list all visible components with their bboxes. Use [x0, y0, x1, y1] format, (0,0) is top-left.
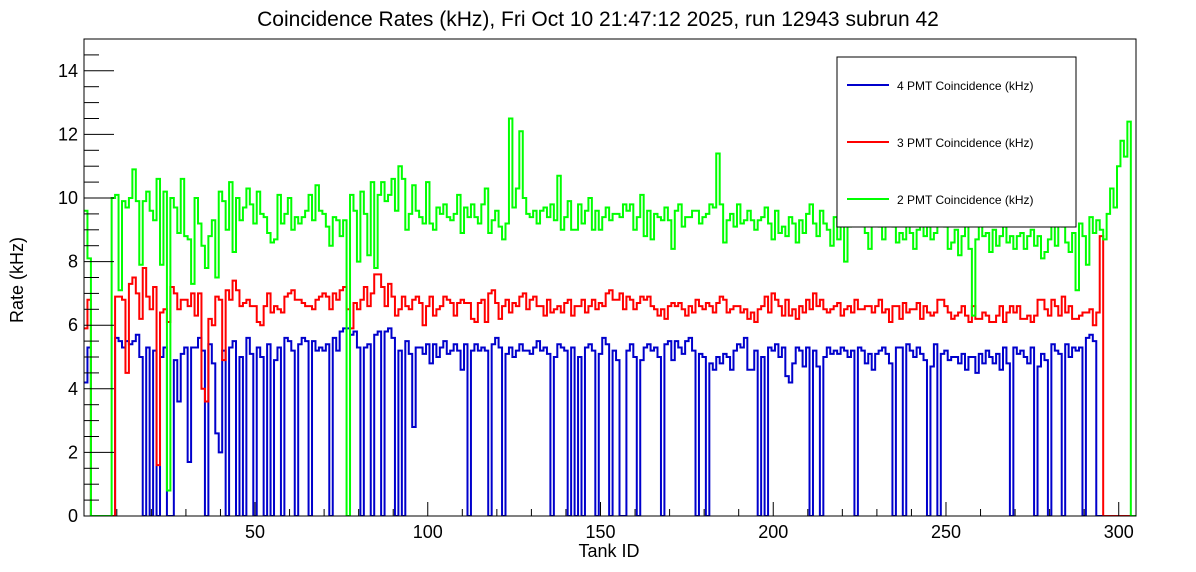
- y-tick-label: 2: [68, 442, 78, 462]
- series-line-2pmt: [84, 117, 1136, 516]
- x-tick-label: 300: [1104, 522, 1134, 542]
- x-axis: 50 100 150 200 250 300: [116, 502, 1134, 542]
- series-layer: [84, 117, 1136, 516]
- x-tick-label: 100: [413, 522, 443, 542]
- y-axis: 0 2 4 6 8 10 12 14: [58, 38, 114, 526]
- x-axis-label: Tank ID: [578, 541, 639, 561]
- y-tick-label: 6: [68, 315, 78, 335]
- y-tick-label: 14: [58, 61, 78, 81]
- series-line-4pmt: [84, 327, 1136, 516]
- y-tick-label: 8: [68, 252, 78, 272]
- y-tick-label: 0: [68, 506, 78, 526]
- x-tick-label: 250: [931, 522, 961, 542]
- legend-label-2pmt: 2 PMT Coincidence (kHz): [897, 193, 1034, 207]
- series-line-3pmt: [84, 235, 1136, 516]
- y-axis-label: Rate (kHz): [7, 237, 27, 323]
- x-tick-label: 50: [245, 522, 265, 542]
- y-tick-label: 12: [58, 124, 78, 144]
- legend-label-4pmt: 4 PMT Coincidence (kHz): [897, 79, 1034, 93]
- legend: 4 PMT Coincidence (kHz) 3 PMT Coincidenc…: [836, 56, 1077, 228]
- y-tick-label: 10: [58, 188, 78, 208]
- x-tick-label: 200: [758, 522, 788, 542]
- y-tick-label: 4: [68, 379, 78, 399]
- legend-label-3pmt: 3 PMT Coincidence (kHz): [897, 136, 1034, 150]
- chart-title: Coincidence Rates (kHz), Fri Oct 10 21:4…: [257, 8, 939, 31]
- x-tick-label: 150: [585, 522, 615, 542]
